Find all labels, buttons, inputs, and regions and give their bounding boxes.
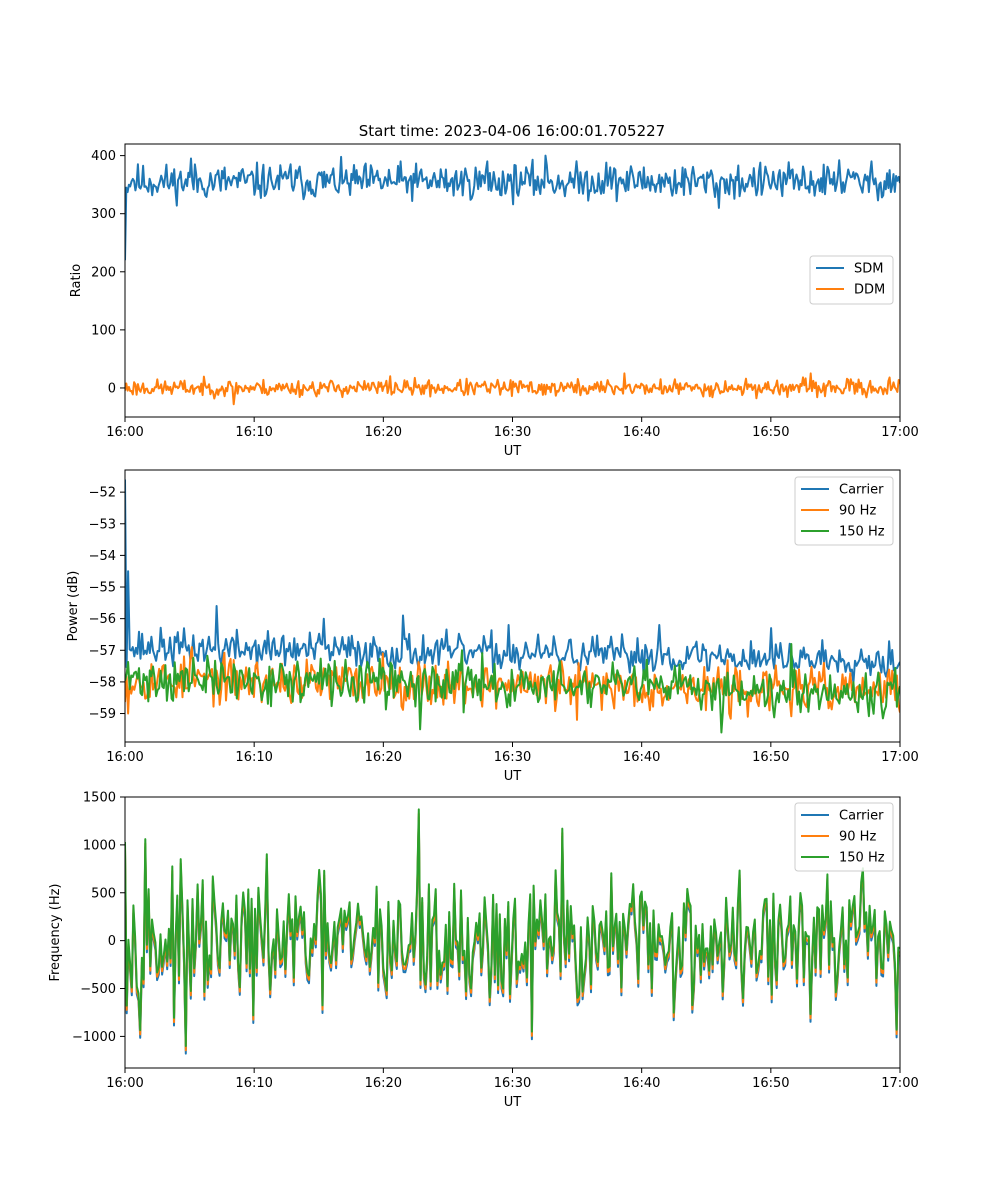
legend-entry: 150 Hz [839,851,885,866]
x-tick-label: 16:10 [235,750,272,765]
chart-panel-2: 16:00 16:10 16:20 16:30 16:40 16:50 17:00 −59 −5… [66,469,919,784]
series-line-sdm [125,154,900,261]
x-tick-label: 16:00 [106,750,143,765]
x-tick-label: 16:50 [752,425,789,440]
y-tick-label: −500 [80,982,116,997]
series-line-150-hz [125,808,900,1047]
series-line-carrier [125,479,900,685]
y-tick-label: 200 [91,265,116,280]
y-axis-label: Ratio [69,264,84,297]
legend: SDM DDM [809,255,894,305]
legend-entry: 90 Hz [839,830,876,845]
series-group [125,154,900,406]
x-tick-label: 16:30 [494,1076,531,1091]
legend-entry: Carrier [839,809,884,824]
x-tick-label: 16:40 [623,1076,660,1091]
series-group [125,479,900,734]
series-line-ddm [125,372,900,406]
x-tick-label: 16:40 [623,425,660,440]
y-tick-label: 400 [91,149,116,164]
x-tick-label: 16:20 [365,1076,402,1091]
x-axis-label: UT [504,1095,522,1110]
chart-panels: 16:00 16:10 16:20 16:30 16:40 16:50 17:00 0 100 2… [48,143,919,1111]
x-tick-label: 17:00 [881,750,918,765]
legend-entry: DDM [854,283,885,298]
y-axis-label: Power (dB) [66,571,81,642]
y-tick-label: 1500 [83,791,116,806]
y-tick-label: 100 [91,323,116,338]
legend-box [794,802,894,872]
legend-box [794,476,894,546]
y-tick-label: 0 [108,381,116,396]
y-tick-label: −57 [89,644,116,659]
legend-entry: SDM [854,262,883,277]
chart-panel-3: 16:00 16:10 16:20 16:30 16:40 16:50 17:00 −1000… [48,791,919,1111]
legend-entry: 90 Hz [839,504,876,519]
y-tick-label: −56 [89,612,116,627]
x-tick-label: 17:00 [881,425,918,440]
x-tick-label: 16:20 [365,750,402,765]
y-tick-label: 500 [91,886,116,901]
legend-entry: 150 Hz [839,525,885,540]
x-tick-label: 16:00 [106,425,143,440]
x-tick-label: 16:10 [235,425,272,440]
y-tick-label: −54 [89,549,116,564]
legend-entry: Carrier [839,483,884,498]
chart-panel-1: 16:00 16:10 16:20 16:30 16:40 16:50 17:00 0 100 2… [69,143,919,459]
y-tick-label: −55 [89,581,116,596]
x-tick-label: 16:30 [494,425,531,440]
y-axis-label: Frequency (Hz) [48,883,63,981]
x-tick-label: 16:40 [623,750,660,765]
y-tick-label: 1000 [83,838,116,853]
legend: Carrier 90 Hz 150 Hz [794,802,894,872]
y-tick-label: −53 [89,517,116,532]
y-tick-label: 0 [108,934,116,949]
x-tick-label: 16:50 [752,1076,789,1091]
y-tick-label: −59 [89,707,116,722]
x-axis-label: UT [504,769,522,784]
y-tick-label: −1000 [72,1030,116,1045]
legend: Carrier 90 Hz 150 Hz [794,476,894,546]
x-tick-label: 17:00 [881,1076,918,1091]
y-tick-label: −52 [89,486,116,501]
x-axis-label: UT [504,444,522,459]
x-tick-label: 16:20 [365,425,402,440]
x-tick-label: 16:50 [752,750,789,765]
x-tick-label: 16:00 [106,1076,143,1091]
y-tick-label: 300 [91,207,116,222]
x-tick-label: 16:30 [494,750,531,765]
series-group [125,808,900,1055]
y-tick-label: −58 [89,675,116,690]
figure-title: Start time: 2023-04-06 16:00:01.705227 [359,122,665,140]
series-line-150-hz [125,643,900,734]
x-tick-label: 16:10 [235,1076,272,1091]
